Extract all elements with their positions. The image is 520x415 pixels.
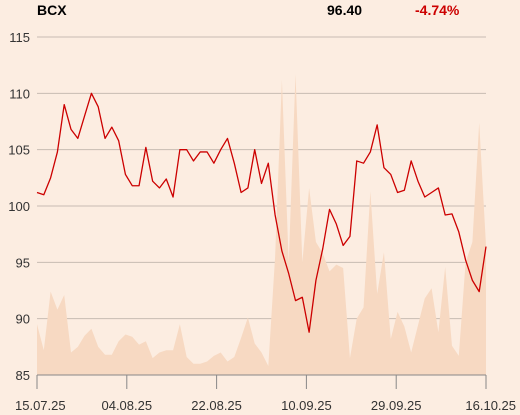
x-tick-label: 16.10.25 [465, 398, 516, 413]
volume-area [37, 74, 486, 376]
y-tick-label: 95 [16, 255, 30, 270]
y-tick-label: 85 [16, 368, 30, 383]
last-price: 96.40 [327, 2, 363, 18]
axis-layer [36, 374, 487, 389]
price-line-layer [36, 92, 487, 333]
price-line [36, 92, 487, 333]
x-tick-labels: 15.07.25 04.08.25 22.08.25 10.09.25 29.09.25… [15, 398, 516, 413]
x-tick-label: 10.09.25 [281, 398, 332, 413]
price-change: -4.74% [415, 2, 460, 18]
x-tick-label: 22.08.25 [191, 398, 242, 413]
volume-area-layer [37, 74, 486, 376]
y-tick-label: 90 [16, 312, 30, 327]
x-tick-label: 15.07.25 [15, 398, 66, 413]
ticker-symbol: BCX [37, 2, 67, 18]
x-tick-label: 04.08.25 [101, 398, 152, 413]
x-tick-label: 29.09.25 [371, 398, 422, 413]
y-tick-label: 110 [9, 86, 30, 101]
y-tick-labels: 85 90 95 100 105 110 115 [8, 30, 30, 383]
y-tick-label: 115 [9, 30, 30, 45]
grid-lines [37, 36, 486, 320]
y-tick-label: 100 [8, 199, 30, 214]
y-tick-label: 105 [8, 143, 30, 158]
